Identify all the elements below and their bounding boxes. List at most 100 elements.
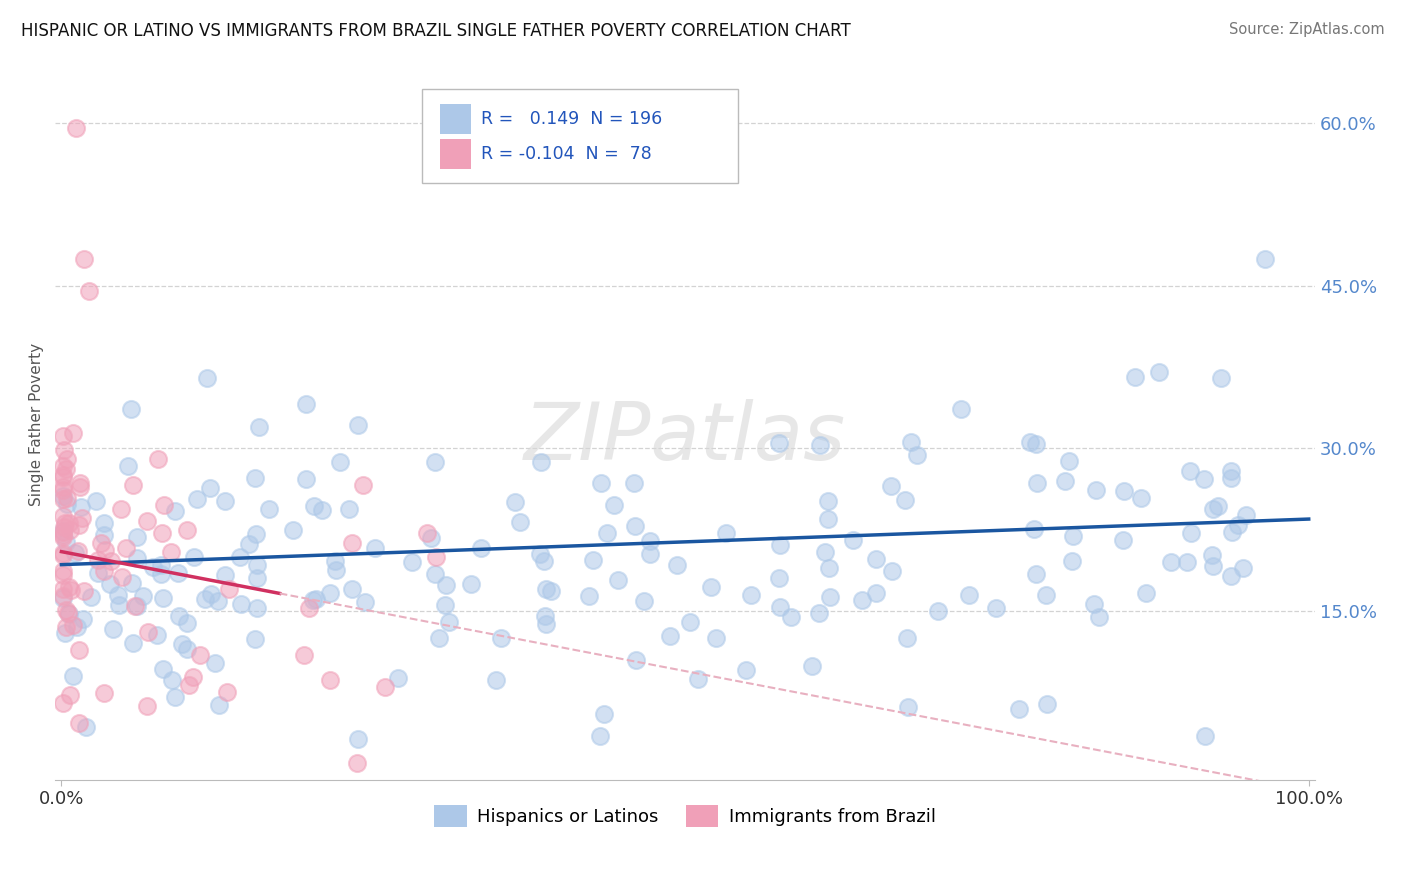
Point — [589, 475, 612, 490]
Point — [323, 554, 346, 568]
Point — [214, 568, 236, 582]
Point — [52, 469, 75, 483]
Point — [325, 563, 347, 577]
Point — [401, 556, 423, 570]
Point — [352, 478, 374, 492]
Point — [808, 438, 831, 452]
Point — [880, 478, 903, 492]
Point — [959, 588, 981, 602]
Point — [986, 601, 1008, 615]
Point — [1018, 434, 1040, 449]
Point — [1160, 555, 1182, 569]
Point — [53, 516, 76, 530]
Point — [183, 550, 205, 565]
Point — [110, 502, 132, 516]
Point — [148, 452, 170, 467]
Point — [768, 572, 790, 586]
Point — [52, 491, 75, 506]
Point — [121, 636, 143, 650]
Point — [1036, 698, 1059, 712]
Point — [433, 598, 456, 612]
Point — [75, 720, 97, 734]
Point — [470, 541, 492, 555]
Point — [152, 591, 174, 605]
Point — [132, 589, 155, 603]
Point — [769, 599, 792, 614]
Point — [292, 648, 315, 662]
Point — [1125, 369, 1147, 384]
Point — [1007, 702, 1029, 716]
Point — [582, 553, 605, 567]
Point — [66, 620, 89, 634]
Point — [319, 673, 342, 687]
Point — [52, 524, 75, 539]
Point — [437, 615, 460, 629]
Point — [93, 686, 115, 700]
Point — [150, 566, 173, 581]
Point — [56, 491, 79, 505]
Point — [927, 604, 949, 618]
Point — [593, 707, 616, 722]
Point — [245, 471, 267, 485]
Point — [533, 554, 555, 568]
Point — [624, 519, 647, 533]
Point — [734, 663, 756, 677]
Point — [665, 558, 688, 572]
Point — [1035, 589, 1057, 603]
Point — [603, 498, 626, 512]
Point — [1057, 454, 1080, 468]
Point — [70, 500, 93, 515]
Point — [281, 523, 304, 537]
Point — [485, 673, 508, 688]
Point — [1053, 474, 1076, 488]
Point — [311, 502, 333, 516]
Point — [56, 452, 79, 467]
Point — [136, 625, 159, 640]
Point — [415, 525, 437, 540]
Point — [93, 516, 115, 530]
Point — [257, 502, 280, 516]
Point — [152, 498, 174, 512]
Point — [295, 472, 318, 486]
Point — [122, 477, 145, 491]
Point — [100, 577, 122, 591]
Point — [817, 494, 839, 508]
Point — [1227, 517, 1250, 532]
Point — [246, 601, 269, 615]
Point — [52, 483, 75, 498]
Point — [578, 589, 600, 603]
Point — [121, 575, 143, 590]
Point — [176, 523, 198, 537]
Point — [52, 589, 75, 603]
Point — [53, 442, 76, 457]
Point — [1178, 465, 1201, 479]
Point — [340, 582, 363, 597]
Point — [69, 475, 91, 490]
Point — [817, 512, 839, 526]
Point — [896, 699, 918, 714]
Point — [65, 121, 87, 136]
Point — [146, 627, 169, 641]
Point — [1022, 522, 1045, 536]
Point — [160, 673, 183, 687]
Y-axis label: Single Father Poverty: Single Father Poverty — [30, 343, 44, 506]
Point — [818, 561, 841, 575]
Text: R =   0.149  N = 196: R = 0.149 N = 196 — [481, 110, 662, 128]
Point — [59, 523, 82, 537]
Point — [214, 494, 236, 508]
Point — [905, 448, 928, 462]
Point — [58, 516, 80, 531]
Point — [52, 568, 75, 582]
Point — [740, 588, 762, 602]
Point — [1219, 465, 1241, 479]
Point — [1192, 472, 1215, 486]
Point — [638, 533, 661, 548]
Point — [87, 553, 110, 567]
Point — [305, 592, 328, 607]
Point — [67, 715, 90, 730]
Point — [489, 631, 512, 645]
Point — [1130, 491, 1153, 506]
Point — [246, 571, 269, 585]
Point — [207, 593, 229, 607]
Point — [107, 599, 129, 613]
